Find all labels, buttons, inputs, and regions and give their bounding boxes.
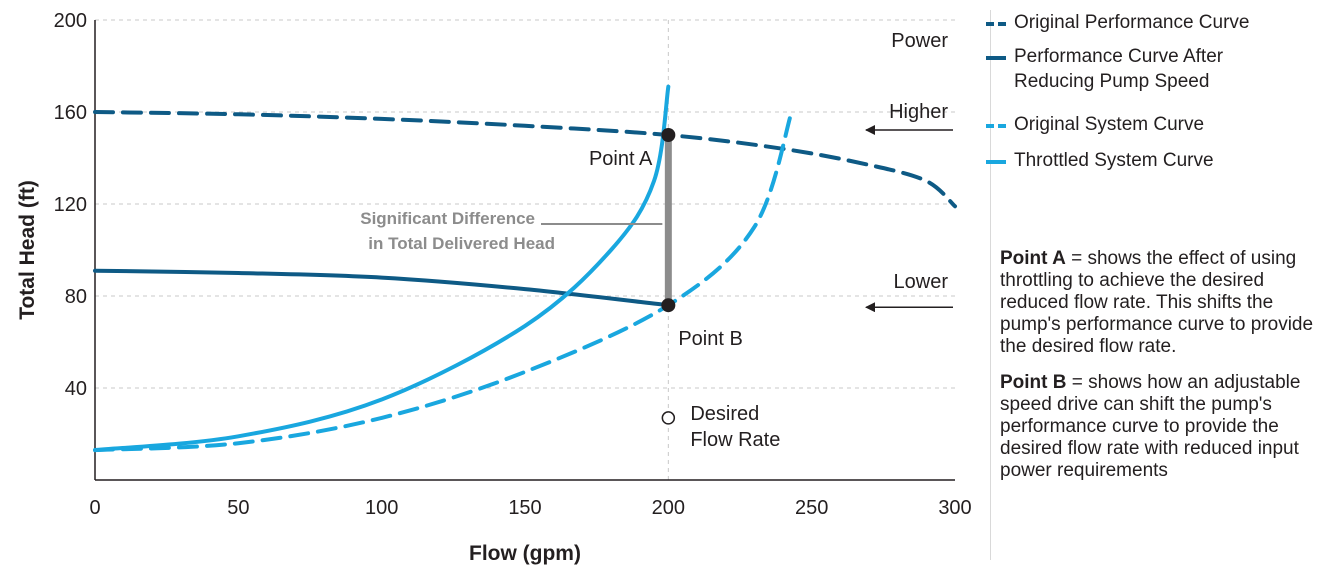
power-label: Power <box>891 30 948 52</box>
note-text: = shows how an adjustable speed drive ca… <box>1000 372 1301 481</box>
legend-label: Original System Curve <box>1014 114 1205 135</box>
explanation-notes: Point A = shows the effect of using thro… <box>1000 248 1322 496</box>
legend-item-original-system: Original System Curve <box>986 112 1326 148</box>
lower-label: Lower <box>894 271 949 293</box>
legend-swatch-dashed-light <box>986 124 1006 128</box>
y-tick-label: 200 <box>54 10 87 32</box>
desired-flow-rate-marker <box>661 411 676 425</box>
x-tick-label: 300 <box>938 497 971 519</box>
desired-flow-rate-label: Flow Rate <box>690 429 780 451</box>
series-original-performance-curve <box>93 110 957 209</box>
desired-flow-rate-label: Desired <box>690 403 759 425</box>
legend-label: Original Performance Curve <box>1014 12 1250 33</box>
legend-item-throttled-system: Throttled System Curve <box>986 148 1326 182</box>
higher-label: Higher <box>889 101 948 123</box>
point-b-label: Point B <box>678 328 742 350</box>
x-tick-label: 50 <box>227 497 249 519</box>
series-throttled-system-curve <box>93 84 671 453</box>
x-tick-label: 100 <box>365 497 398 519</box>
point-a-label: Point A <box>589 148 653 170</box>
legend-label: Throttled System Curve <box>1014 150 1214 171</box>
series-reduced-speed-curve <box>93 268 671 308</box>
x-tick-label: 250 <box>795 497 828 519</box>
y-tick-label: 80 <box>65 286 87 308</box>
point-b-marker <box>661 298 676 313</box>
point-a-marker <box>661 128 676 142</box>
y-tick-label: 40 <box>65 378 87 400</box>
x-tick-label: 200 <box>652 497 685 519</box>
y-tick-label: 160 <box>54 102 87 124</box>
series-original-system-curve <box>93 110 794 453</box>
legend-swatch-solid-light <box>986 160 1006 164</box>
note-label: Point A <box>1000 248 1066 269</box>
difference-annotation-line2: in Total Delivered Head <box>368 234 555 253</box>
y-axis-title: Total Head (ft) <box>16 180 39 320</box>
difference-annotation-line1: Significant Difference <box>360 209 535 228</box>
y-tick-label: 120 <box>54 194 87 216</box>
legend-item-reduced-speed: Performance Curve After Reducing Pump Sp… <box>986 44 1284 112</box>
note-label: Point B <box>1000 372 1067 393</box>
note-point-a: Point A = shows the effect of using thro… <box>1000 248 1322 358</box>
x-tick-label: 150 <box>508 497 541 519</box>
note-text: = shows the effect of using throttling t… <box>1000 248 1314 357</box>
legend-swatch-solid-dark <box>986 56 1006 60</box>
note-point-b: Point B = shows how an adjustable speed … <box>1000 372 1322 482</box>
legend-divider <box>990 10 991 560</box>
legend-label: Performance Curve After Reducing Pump Sp… <box>1014 46 1224 92</box>
x-axis-title: Flow (gpm) <box>469 542 581 565</box>
legend-swatch-dashed-dark <box>986 22 1006 26</box>
legend-item-original-performance: Original Performance Curve <box>986 10 1326 44</box>
pump-curve-chart: 40 80 120 160 200 0 50 100 150 200 250 300 Flow (gpm… <box>16 10 972 565</box>
legend: Original Performance Curve Performance C… <box>986 10 1326 182</box>
x-tick-label: 0 <box>89 497 100 519</box>
